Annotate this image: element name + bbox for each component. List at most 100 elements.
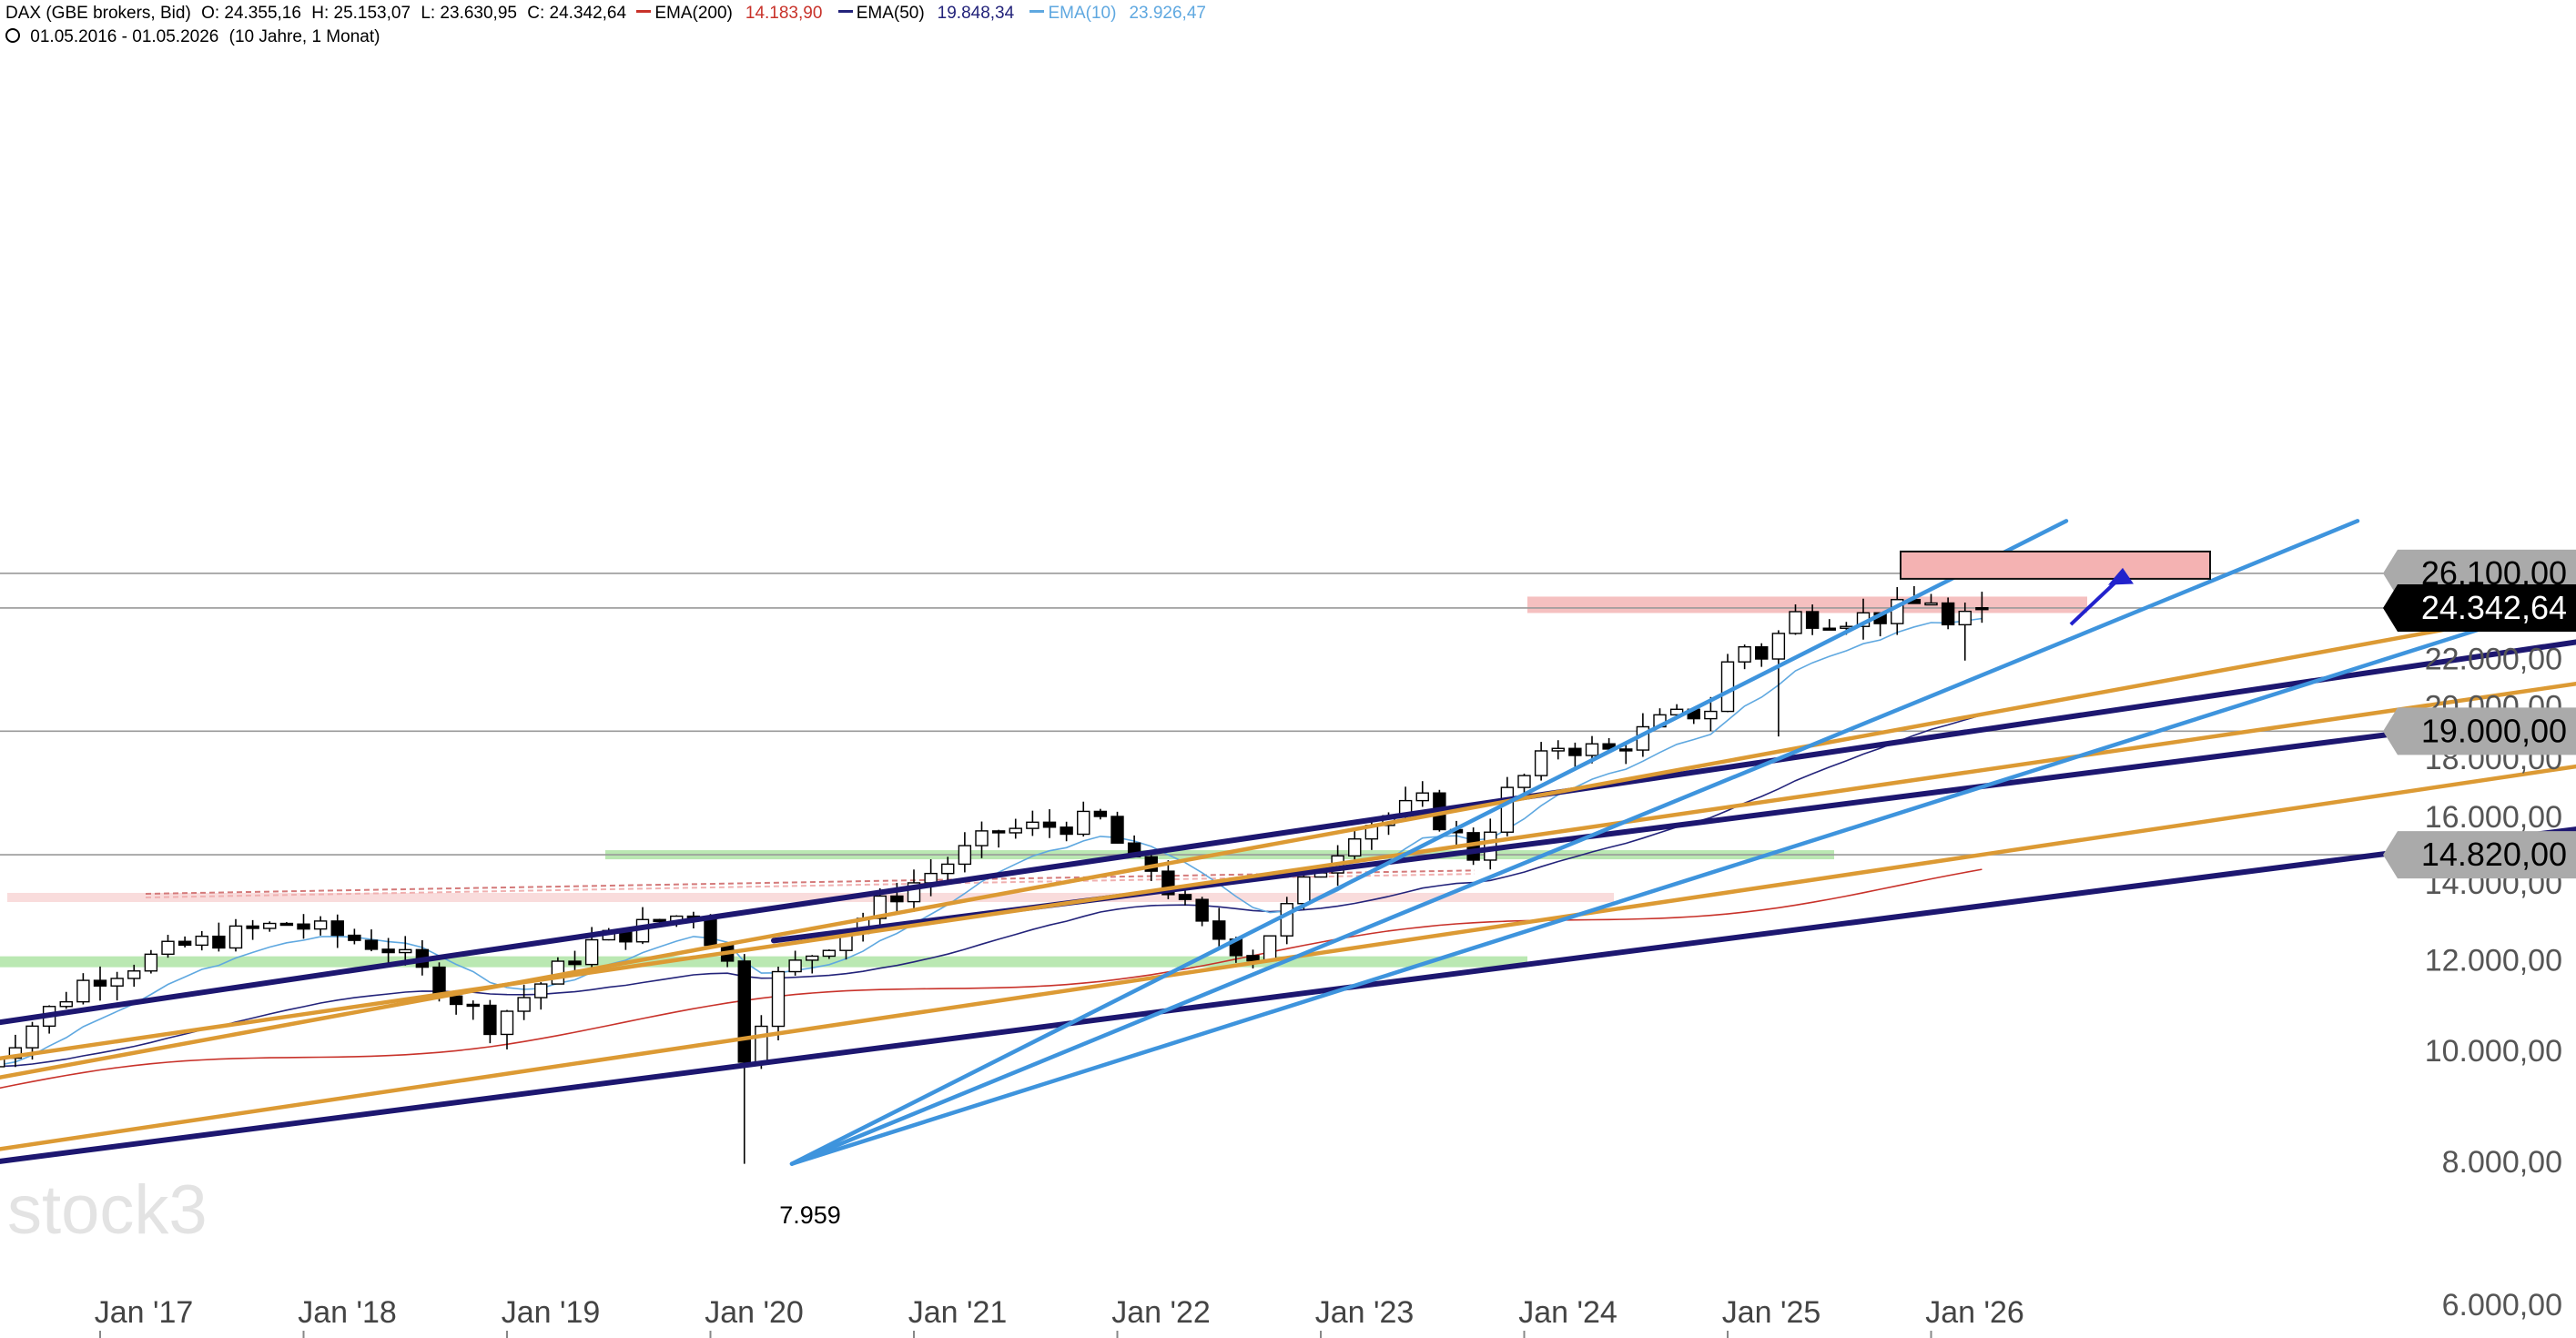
dashed-resistance-2 bbox=[145, 873, 1476, 898]
candle bbox=[212, 922, 226, 952]
candle-body bbox=[1669, 708, 1684, 716]
candle bbox=[1551, 740, 1565, 760]
candle-body bbox=[890, 895, 904, 903]
candle-body bbox=[1958, 610, 1972, 626]
candle-body bbox=[0, 1057, 5, 1068]
candle-body bbox=[1789, 611, 1802, 634]
horizontal-levels bbox=[0, 573, 2394, 856]
candle bbox=[1720, 654, 1735, 713]
candle-body bbox=[941, 863, 955, 875]
candle-body bbox=[1263, 935, 1277, 962]
trendline-blue-flat bbox=[789, 596, 2576, 1166]
candle-body bbox=[1026, 821, 1040, 829]
candle-body bbox=[1077, 810, 1090, 836]
trendline-navy-upper bbox=[0, 639, 2576, 1026]
candle bbox=[1517, 773, 1531, 798]
candle-body bbox=[737, 960, 751, 1063]
candle-body bbox=[1585, 743, 1599, 756]
candle-body bbox=[568, 960, 582, 966]
price-flag: 19.000,00 bbox=[2383, 707, 2576, 755]
candle bbox=[59, 991, 73, 1009]
candle bbox=[500, 1009, 514, 1049]
old-high-zone bbox=[7, 892, 1614, 902]
candle-body bbox=[297, 923, 310, 930]
candle bbox=[228, 918, 243, 952]
ema200-label: EMA(200) bbox=[654, 4, 733, 23]
candle-body bbox=[788, 959, 802, 973]
candle bbox=[551, 957, 565, 985]
candle-body bbox=[584, 938, 599, 966]
candle bbox=[0, 1057, 5, 1068]
candle-body bbox=[364, 939, 379, 950]
candle bbox=[958, 832, 972, 873]
candle-body bbox=[991, 830, 1006, 834]
range-note: (10 Jahre, 1 Monat) bbox=[228, 27, 380, 46]
candle-body bbox=[1111, 816, 1124, 844]
x-tick-label: Jan '24 bbox=[1518, 1295, 1618, 1330]
candle bbox=[25, 1021, 39, 1060]
y-tick-label: 8.000,00 bbox=[2442, 1145, 2562, 1180]
x-tick-label: Jan '19 bbox=[502, 1295, 601, 1330]
candle bbox=[1975, 592, 1989, 623]
candle-body bbox=[653, 918, 666, 923]
candle-body bbox=[449, 995, 463, 1006]
candle-body bbox=[330, 920, 344, 937]
resistance-zone bbox=[1527, 596, 2087, 613]
candle-body bbox=[313, 920, 328, 930]
x-tick-label: Jan '21 bbox=[908, 1295, 1008, 1330]
candle bbox=[42, 1005, 56, 1034]
candle bbox=[975, 821, 989, 858]
x-tick-label: Jan '23 bbox=[1315, 1295, 1415, 1330]
candle-body bbox=[127, 970, 141, 979]
ema10-legend[interactable]: EMA(10) 23.926,47 bbox=[1029, 4, 1212, 23]
candle-body bbox=[1042, 821, 1057, 828]
y-tick-label: 16.000,00 bbox=[2425, 800, 2562, 835]
candle-body bbox=[1500, 786, 1515, 833]
candle bbox=[1280, 897, 1293, 945]
y-tick-label: 6.000,00 bbox=[2442, 1288, 2562, 1323]
candle bbox=[348, 928, 361, 945]
trendline-blue-mid bbox=[789, 519, 2360, 1166]
candle-body bbox=[771, 970, 786, 1028]
candle bbox=[76, 973, 90, 1005]
candle bbox=[127, 964, 141, 988]
ema200-swatch bbox=[636, 10, 652, 14]
price-flag: 14.820,00 bbox=[2383, 831, 2576, 879]
candle-body bbox=[1568, 747, 1582, 756]
candle-body bbox=[1195, 898, 1209, 922]
candle bbox=[1534, 742, 1548, 781]
candle bbox=[1246, 949, 1260, 968]
candle bbox=[1009, 818, 1022, 839]
ema50-label: EMA(50) bbox=[856, 4, 925, 23]
candle-body bbox=[1619, 748, 1633, 752]
period-label: 01.05.2016 - 01.05.2026 bbox=[30, 27, 219, 46]
candle-body bbox=[975, 830, 989, 846]
ema10-label: EMA(10) bbox=[1048, 4, 1117, 23]
ema50-legend[interactable]: EMA(50) 19.848,34 bbox=[837, 4, 1020, 23]
candle bbox=[279, 922, 294, 927]
stock3-watermark: stock3 bbox=[7, 1171, 208, 1249]
candle-body bbox=[822, 949, 837, 958]
candle bbox=[263, 921, 277, 932]
candle-body bbox=[1517, 775, 1531, 788]
candle-body bbox=[483, 1004, 497, 1036]
candle bbox=[93, 966, 107, 1001]
candle bbox=[246, 919, 259, 940]
candle-body bbox=[1415, 792, 1429, 802]
close-value: C: 24.342,64 bbox=[527, 4, 627, 23]
candle bbox=[737, 954, 751, 1164]
candle-body bbox=[195, 935, 208, 947]
candle-body bbox=[1975, 607, 1989, 611]
y-tick-label: 12.000,00 bbox=[2425, 943, 2562, 978]
candle-body bbox=[59, 1000, 73, 1008]
candle-body bbox=[348, 934, 361, 941]
candle bbox=[381, 938, 395, 966]
ema200-legend[interactable]: EMA(200) 14.183,90 bbox=[636, 4, 827, 23]
instrument-label: DAX (GBE brokers, Bid) bbox=[5, 4, 191, 23]
candle bbox=[534, 982, 548, 1010]
candle-body bbox=[1060, 826, 1073, 836]
candle-body bbox=[1212, 920, 1226, 940]
candle bbox=[924, 859, 938, 897]
ema50-swatch bbox=[837, 10, 853, 14]
